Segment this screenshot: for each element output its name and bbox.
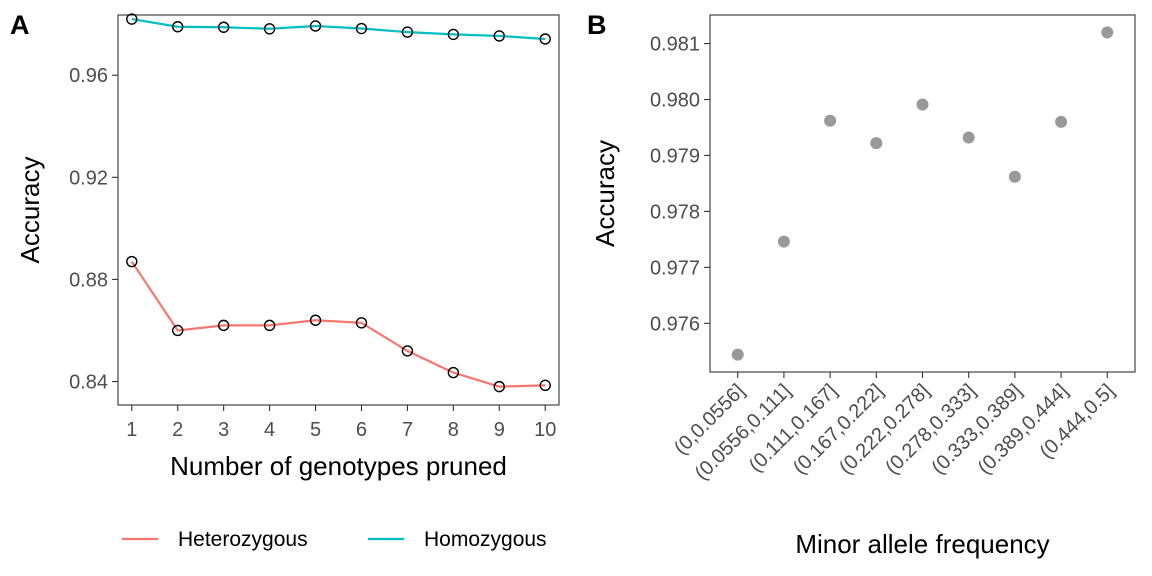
data-point-b bbox=[731, 348, 744, 361]
panel-a: A 0.84 0.88 0.92 0.96 1 2 3 4 5 6 7 8 9 10 Number of ge… bbox=[10, 10, 560, 551]
data-point-homozygous bbox=[539, 33, 551, 45]
data-point-homozygous bbox=[355, 22, 368, 35]
y-tick-label-a: 0.88 bbox=[69, 269, 108, 291]
data-point-homozygous bbox=[309, 20, 322, 32]
data-point-heterozygous bbox=[493, 380, 505, 393]
x-tick-label-a: 4 bbox=[264, 419, 275, 441]
data-point-homozygous bbox=[217, 21, 230, 33]
data-point-b bbox=[1101, 26, 1114, 39]
y-axis-title-a: Accuracy bbox=[15, 157, 45, 264]
y-tick-label-b: 0.978 bbox=[650, 201, 700, 223]
data-point-heterozygous bbox=[401, 345, 414, 357]
x-tick-label-a: 1 bbox=[126, 419, 137, 441]
x-tick-label-a: 6 bbox=[356, 419, 367, 441]
y-tick-label-a: 0.84 bbox=[69, 372, 108, 394]
data-point-homozygous bbox=[126, 13, 138, 25]
data-point-homozygous bbox=[263, 23, 276, 35]
series-line-homozygous bbox=[131, 17, 546, 41]
data-point-b bbox=[870, 137, 883, 150]
y-tick-label-b: 0.980 bbox=[650, 89, 700, 111]
y-tick-label-b: 0.977 bbox=[650, 257, 700, 279]
data-point-b bbox=[1055, 115, 1068, 128]
x-tick-label-a: 2 bbox=[172, 419, 183, 441]
y-tick-label-b: 0.979 bbox=[650, 145, 700, 167]
y-tick-label-b: 0.976 bbox=[650, 313, 700, 335]
x-axis-title-b: Minor allele frequency bbox=[795, 529, 1049, 559]
x-tick-label-a: 9 bbox=[494, 419, 505, 441]
x-axis-title-a: Number of genotypes pruned bbox=[170, 451, 507, 481]
data-point-heterozygous bbox=[355, 317, 368, 329]
plot-border-b bbox=[709, 14, 1136, 373]
data-point-b bbox=[824, 114, 837, 127]
panel-b: B0.9760.9770.9780.9790.9800.981(0,0.0556… bbox=[587, 10, 1136, 559]
x-tick-label-a: 10 bbox=[534, 419, 556, 441]
y-tick-label-b: 0.981 bbox=[650, 34, 700, 56]
data-point-heterozygous bbox=[217, 319, 230, 332]
y-tick-label-a: 0.92 bbox=[69, 167, 108, 189]
data-point-heterozygous bbox=[172, 324, 184, 337]
data-point-b bbox=[777, 235, 790, 248]
data-point-heterozygous bbox=[447, 366, 460, 379]
legend-label-heterozygous: Heterozygous bbox=[178, 528, 308, 551]
panel-tag-b: B bbox=[587, 10, 607, 40]
series-line-heterozygous bbox=[130, 260, 546, 388]
data-point-heterozygous bbox=[309, 314, 322, 326]
plot-border-a bbox=[117, 14, 560, 406]
data-point-heterozygous bbox=[126, 255, 138, 268]
x-tick-label-a: 7 bbox=[402, 419, 413, 441]
x-tick-label-a: 3 bbox=[218, 419, 229, 441]
data-point-homozygous bbox=[447, 28, 460, 41]
x-tick-label-a: 5 bbox=[310, 419, 321, 441]
y-axis-title-b: Accuracy bbox=[590, 140, 620, 247]
data-point-b bbox=[962, 131, 975, 144]
data-point-heterozygous bbox=[539, 379, 551, 392]
y-tick-label-a: 0.96 bbox=[69, 65, 108, 87]
data-point-homozygous bbox=[401, 26, 414, 38]
panel-tag-a: A bbox=[10, 10, 30, 40]
legend-label-homozygous: Homozygous bbox=[424, 528, 547, 551]
data-point-homozygous bbox=[493, 30, 505, 42]
data-point-b bbox=[1008, 170, 1021, 183]
data-point-homozygous bbox=[172, 21, 184, 33]
x-tick-label-a: 8 bbox=[448, 419, 459, 441]
data-point-heterozygous bbox=[263, 319, 276, 332]
data-point-b bbox=[916, 98, 929, 111]
